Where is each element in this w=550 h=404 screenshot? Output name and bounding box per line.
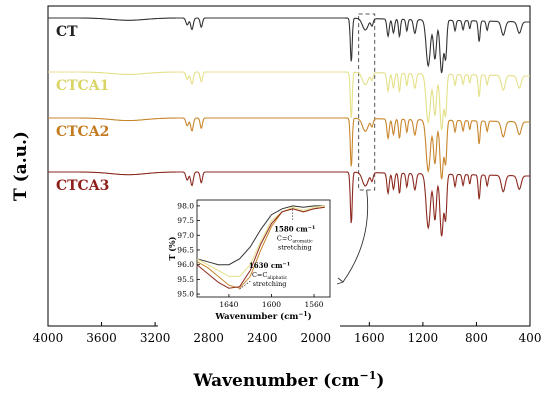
- inset-y-tick-label: 98.0: [177, 201, 194, 210]
- x-tick-label: 2800: [193, 331, 224, 345]
- inset-series-line-ct: [196, 205, 325, 266]
- x-tick-label: 4000: [33, 331, 64, 345]
- inset-y-tick-label: 96.0: [177, 260, 194, 269]
- annotation-wavenumber: 1630 cm−1: [249, 261, 290, 270]
- series-line-ctca1: [48, 71, 531, 131]
- annotation-leader-1630: [239, 279, 252, 290]
- inset-x-tick-label: 1640: [219, 300, 238, 309]
- annotation-bond: C=Caromatic: [277, 234, 313, 244]
- x-axis-label: Wavenumber (cm−1): [193, 369, 385, 391]
- inset-y-tick-label: 96.5: [177, 245, 194, 254]
- inset-background: [158, 193, 340, 328]
- annotation-wavenumber: 1580 cm−1: [274, 224, 315, 233]
- series-label-ctca2: CTCA2: [56, 124, 109, 140]
- x-tick-label: 400: [519, 331, 542, 345]
- inset-y-axis-label: T (%): [167, 236, 177, 260]
- inset-x-tick-label: 1560: [304, 300, 323, 309]
- inset-frame: [196, 199, 331, 298]
- inset-series-line-ctca3: [196, 206, 325, 289]
- inset-x-axis-label: Wavenumber (cm−1): [214, 311, 311, 322]
- inset-y-tick-label: 97.5: [177, 216, 194, 225]
- inset-y-tick-label: 97.0: [177, 231, 194, 240]
- series-line-ctca2: [48, 117, 531, 180]
- x-tick-label: 1600: [354, 331, 385, 345]
- x-tick-label: 1200: [408, 331, 439, 345]
- annotation-mode: stretching: [253, 280, 287, 288]
- series-label-ctca1: CTCA1: [56, 78, 109, 94]
- series-line-ct: [48, 17, 531, 74]
- x-tick-label: 2400: [247, 331, 278, 345]
- series-line-ctca3: [48, 171, 531, 237]
- annotation-mode: stretching: [278, 243, 312, 251]
- x-tick-label: 800: [465, 331, 488, 345]
- x-tick-label: 3600: [86, 331, 117, 345]
- x-tick-label: 2000: [301, 331, 332, 345]
- highlight-region: [358, 13, 376, 191]
- y-axis-label: T (a.u.): [11, 131, 31, 201]
- series-label-ct: CT: [56, 24, 78, 40]
- series-label-ctca3: CTCA3: [56, 178, 109, 194]
- inset-y-tick-label: 95.5: [177, 275, 194, 284]
- inset-y-tick-label: 95.0: [177, 290, 194, 299]
- x-tick-label: 3200: [140, 331, 171, 345]
- zoom-connector-arrowhead: [336, 277, 344, 285]
- inset-x-tick-label: 1600: [262, 300, 281, 309]
- inset-series-line-ctca1: [196, 205, 325, 277]
- annotation-bond: C=Caliphatic: [252, 271, 288, 281]
- zoom-connector: [342, 189, 369, 283]
